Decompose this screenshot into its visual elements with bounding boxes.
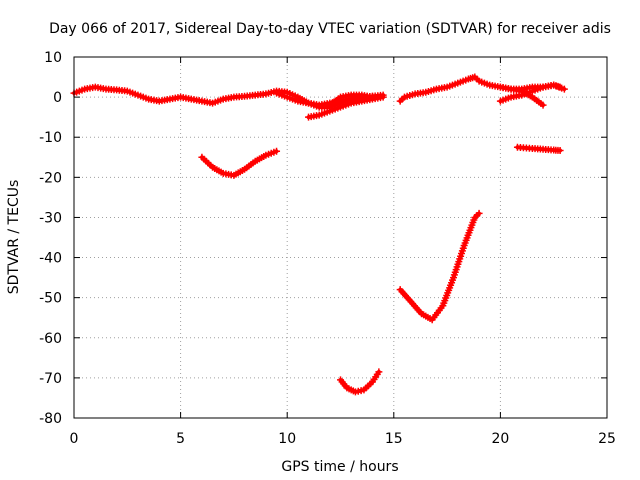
- series-arc-10: [396, 209, 483, 324]
- series-arc-11: [513, 143, 564, 154]
- y-tick-label: 10: [44, 50, 62, 66]
- series-arc-9: [337, 368, 383, 396]
- x-axis-label: GPS time / hours: [281, 459, 398, 475]
- data-point: [375, 368, 383, 376]
- y-tick-label: -10: [39, 130, 62, 146]
- data-point: [273, 147, 281, 155]
- x-tick-label: 5: [176, 431, 185, 447]
- series-layer: [70, 73, 568, 396]
- data-point: [539, 101, 547, 109]
- series-arc-4: [326, 91, 376, 109]
- y-tick-label: 0: [53, 90, 62, 106]
- x-tick-label: 0: [70, 431, 79, 447]
- x-tick-label: 25: [598, 431, 616, 447]
- y-tick-label: -80: [39, 411, 62, 427]
- data-point: [560, 85, 568, 93]
- y-axis-label: SDTVAR / TECUs: [6, 180, 22, 295]
- y-tick-label: -40: [39, 251, 62, 267]
- data-point: [379, 93, 387, 101]
- data-point: [556, 146, 564, 154]
- x-tick-label: 20: [491, 431, 509, 447]
- y-tick-label: -70: [39, 371, 62, 387]
- y-tick-label: -20: [39, 170, 62, 186]
- series-arc-7: [496, 83, 547, 109]
- x-tick-label: 15: [385, 431, 403, 447]
- x-tick-label: 10: [278, 431, 296, 447]
- series-arc-8: [198, 147, 281, 179]
- data-point: [368, 93, 376, 101]
- y-tick-label: -60: [39, 331, 62, 347]
- ticks: 0 5 10 15 20 25 10 0 -10 -20 -30 -40 -50 -60 -70 -80: [39, 50, 616, 447]
- data-point: [556, 83, 564, 91]
- plot-frame: [73, 56, 608, 419]
- y-tick-label: -50: [39, 291, 62, 307]
- chart-title: Day 066 of 2017, Sidereal Day-to-day VTE…: [49, 21, 611, 37]
- y-tick-label: -30: [39, 210, 62, 226]
- data-point: [475, 209, 483, 217]
